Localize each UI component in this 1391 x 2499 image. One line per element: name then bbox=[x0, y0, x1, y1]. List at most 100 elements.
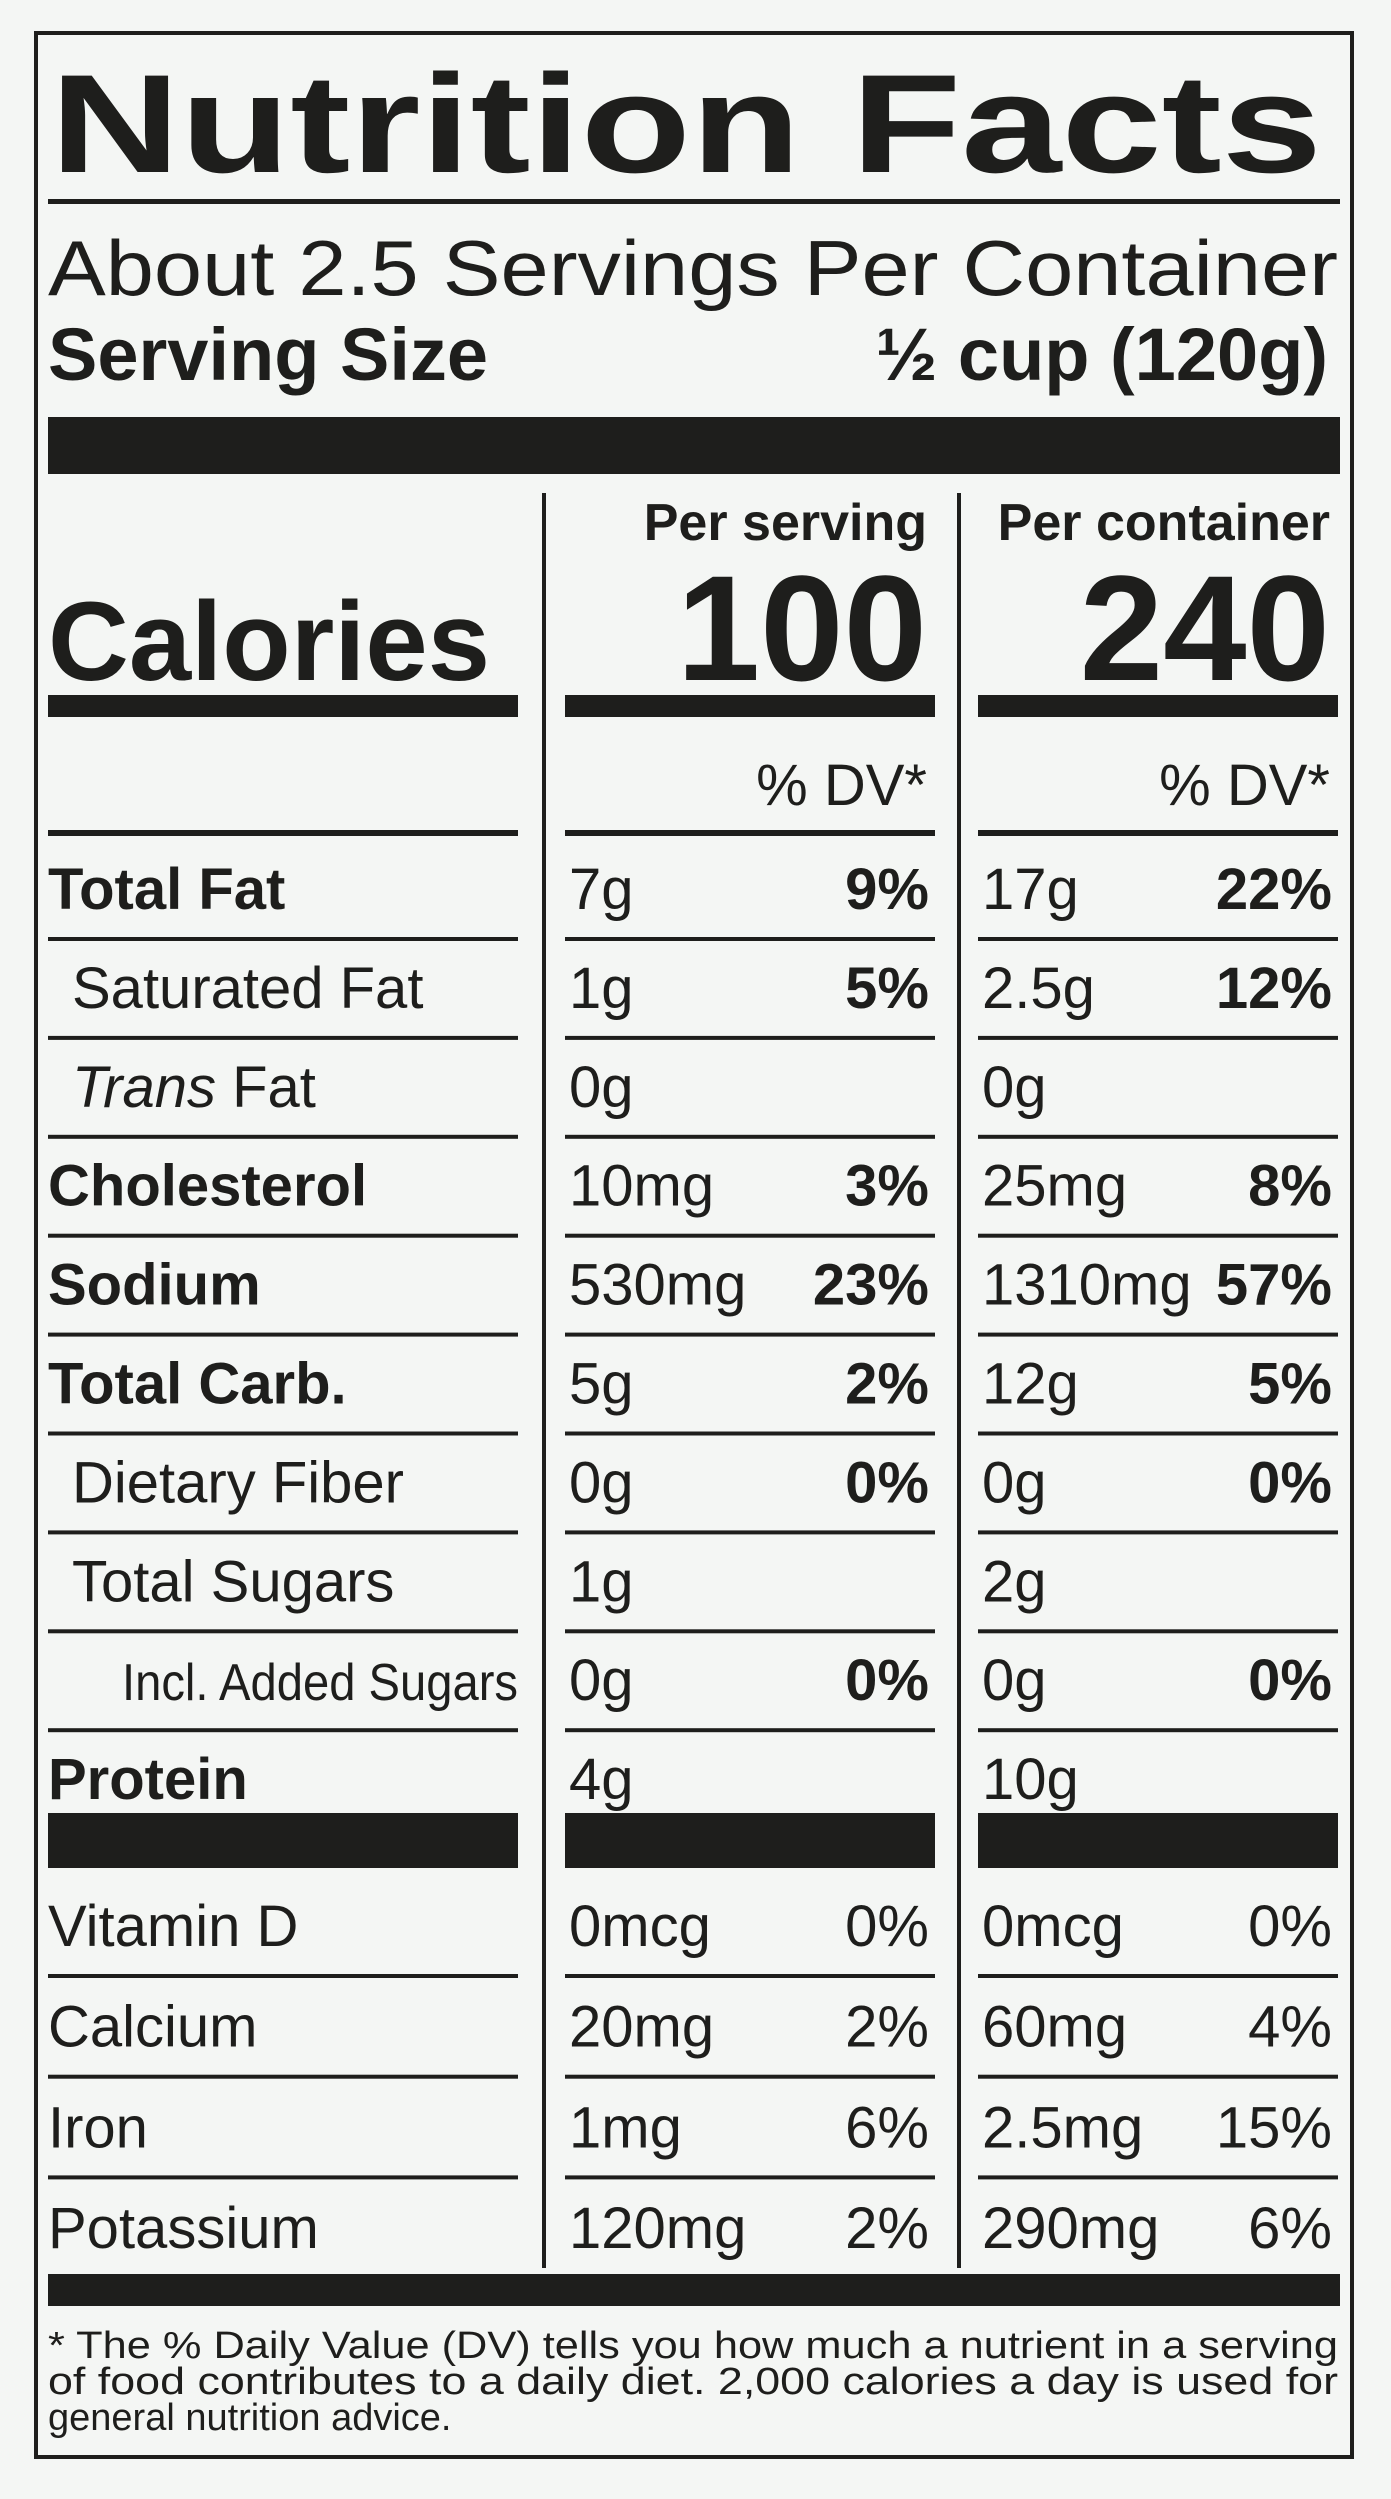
thick-bar bbox=[48, 1813, 518, 1868]
nutrient-name: Total Sugars bbox=[72, 1549, 394, 1614]
daily-value: 0% bbox=[845, 1450, 929, 1515]
amount: 20mg bbox=[569, 1995, 714, 2060]
column-divider bbox=[542, 493, 546, 2268]
row-rule bbox=[978, 1530, 1338, 1535]
title: Nutrition Facts bbox=[50, 45, 1322, 202]
nutrient-name: Potassium bbox=[48, 2196, 319, 2261]
amount: 0g bbox=[982, 1055, 1047, 1120]
amount: 4g bbox=[569, 1747, 634, 1812]
nutrient-name: Dietary Fiber bbox=[72, 1450, 404, 1515]
nutrient-name: Incl. Added Sugars bbox=[122, 1654, 518, 1712]
amount: 0g bbox=[569, 1648, 634, 1713]
row-rule bbox=[48, 1431, 518, 1436]
amount: 0g bbox=[569, 1055, 634, 1120]
row-rule bbox=[48, 1035, 518, 1040]
daily-value: 8% bbox=[1248, 1154, 1332, 1219]
row-rule bbox=[978, 1233, 1338, 1238]
nutrient-name: Sodium bbox=[48, 1253, 261, 1318]
nutrient-name-text: Protein bbox=[48, 1747, 248, 1812]
rule bbox=[565, 830, 935, 836]
rule bbox=[48, 830, 518, 836]
amount: 2.5mg bbox=[982, 2095, 1143, 2160]
row-rule bbox=[48, 1332, 518, 1337]
serving-size-value: ½ cup (120g) bbox=[876, 313, 1328, 396]
calories-bar bbox=[978, 695, 1338, 717]
amount: 290mg bbox=[982, 2196, 1159, 2261]
amount: 2g bbox=[982, 1549, 1047, 1614]
amount: 1310mg bbox=[982, 1253, 1192, 1318]
nutrient-name: Calcium bbox=[48, 1995, 258, 2060]
amount: 2.5g bbox=[982, 956, 1095, 1021]
nutrient-name: Vitamin D bbox=[48, 1894, 298, 1959]
row-rule bbox=[978, 2175, 1338, 2180]
daily-value: 0% bbox=[1248, 1648, 1332, 1713]
row-rule bbox=[48, 1728, 518, 1733]
calories-value: 240 bbox=[1080, 544, 1330, 712]
column-header: Per container bbox=[998, 494, 1330, 552]
nutrient-name-text: Vitamin D bbox=[48, 1894, 298, 1959]
row-rule bbox=[48, 1134, 518, 1139]
footnote: of food contributes to a daily diet. 2,0… bbox=[48, 2361, 1338, 2403]
row-rule bbox=[978, 1431, 1338, 1436]
daily-value: 0% bbox=[845, 1894, 929, 1959]
nutrient-name-text: Dietary Fiber bbox=[72, 1450, 404, 1515]
nutrient-name: Total Carb. bbox=[48, 1352, 347, 1417]
nutrient-name: Trans Fat bbox=[72, 1055, 316, 1120]
amount: 12g bbox=[982, 1352, 1079, 1417]
daily-value: 57% bbox=[1216, 1253, 1332, 1318]
footnote: general nutrition advice. bbox=[48, 2397, 451, 2439]
row-rule bbox=[48, 1233, 518, 1238]
amount: 120mg bbox=[569, 2196, 746, 2261]
thick-bar bbox=[565, 1813, 935, 1868]
amount: 0mcg bbox=[982, 1894, 1124, 1959]
nutrient-name-text: Total Carb. bbox=[48, 1352, 347, 1417]
row-rule bbox=[978, 1134, 1338, 1139]
row-rule bbox=[565, 2175, 935, 2180]
amount: 0mcg bbox=[569, 1894, 711, 1959]
column-divider bbox=[957, 493, 961, 2268]
row-rule bbox=[565, 1134, 935, 1139]
nutrient-name: Protein bbox=[48, 1747, 248, 1812]
row-rule bbox=[48, 1974, 518, 1978]
amount: 7g bbox=[569, 857, 634, 922]
row-rule bbox=[48, 2074, 518, 2079]
amount: 0g bbox=[982, 1450, 1047, 1515]
row-rule bbox=[48, 937, 518, 941]
row-rule bbox=[978, 1728, 1338, 1733]
row-rule bbox=[978, 2074, 1338, 2079]
row-rule bbox=[978, 1629, 1338, 1634]
row-rule bbox=[565, 1035, 935, 1040]
nutrient-name: Cholesterol bbox=[48, 1154, 367, 1219]
amount: 60mg bbox=[982, 1995, 1127, 2060]
dv-header: % DV* bbox=[1159, 753, 1330, 818]
nutrient-name-text: Fat bbox=[232, 1055, 316, 1120]
calories-value: 100 bbox=[677, 544, 927, 712]
thick-bar bbox=[48, 2274, 1340, 2306]
nutrient-name-text: Potassium bbox=[48, 2196, 319, 2261]
daily-value: 2% bbox=[845, 1995, 929, 2060]
amount: 25mg bbox=[982, 1154, 1127, 1219]
daily-value: 15% bbox=[1216, 2095, 1332, 2160]
daily-value: 5% bbox=[845, 956, 929, 1021]
amount: 0g bbox=[569, 1450, 634, 1515]
row-rule bbox=[978, 1974, 1338, 1978]
row-rule bbox=[565, 1974, 935, 1978]
nutrient-name-text: Iron bbox=[48, 2095, 148, 2160]
calories-bar bbox=[565, 695, 935, 717]
daily-value: 6% bbox=[1248, 2196, 1332, 2261]
dv-header: % DV* bbox=[756, 753, 927, 818]
daily-value: 3% bbox=[845, 1154, 929, 1219]
nutrient-name: Iron bbox=[48, 2095, 148, 2160]
nutrient-name: Saturated Fat bbox=[72, 956, 423, 1021]
amount: 530mg bbox=[569, 1253, 746, 1318]
servings: About 2.5 Servings Per Container bbox=[48, 224, 1338, 312]
daily-value: 12% bbox=[1216, 956, 1332, 1021]
row-rule bbox=[48, 1629, 518, 1634]
nutrient-name-text: Calcium bbox=[48, 1995, 258, 2060]
nutrient-name-text: Sodium bbox=[48, 1253, 261, 1318]
amount: 0g bbox=[982, 1648, 1047, 1713]
nutrient-name-text: Total Sugars bbox=[72, 1549, 394, 1614]
row-rule bbox=[565, 1332, 935, 1337]
